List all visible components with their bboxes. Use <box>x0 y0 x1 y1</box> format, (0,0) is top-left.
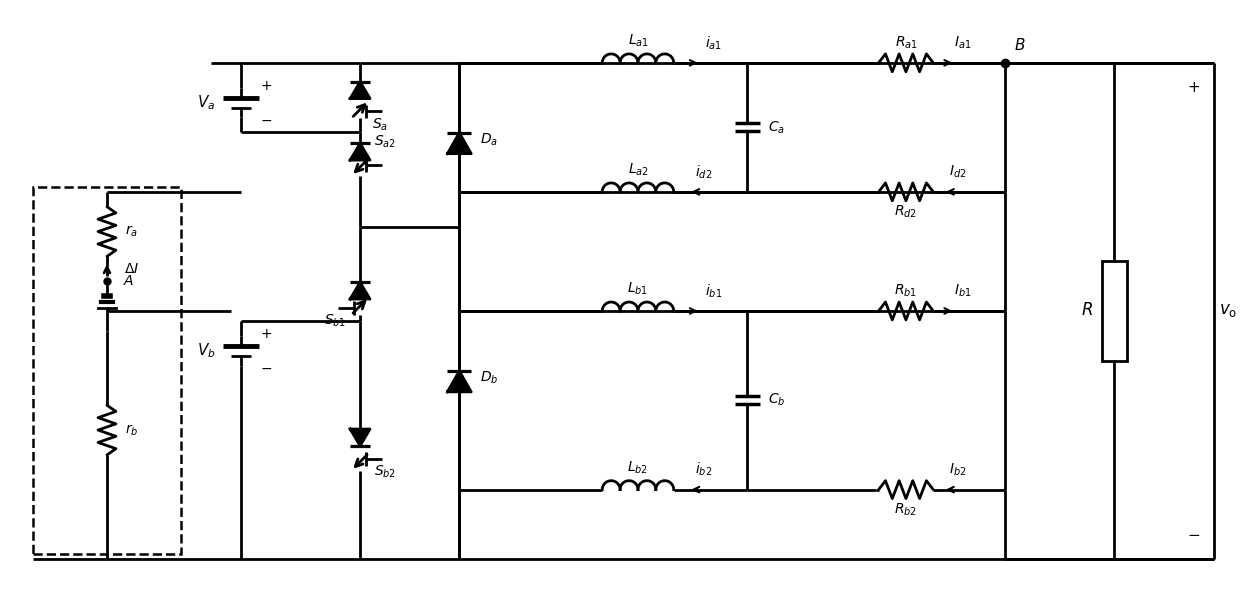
Text: $v_{\rm o}$: $v_{\rm o}$ <box>1219 302 1238 319</box>
Text: $\Delta I$: $\Delta I$ <box>124 263 139 276</box>
Polygon shape <box>350 429 370 446</box>
Text: $I_{a1}$: $I_{a1}$ <box>955 35 972 51</box>
Text: $B$: $B$ <box>1014 37 1025 53</box>
Text: $r_b$: $r_b$ <box>125 422 139 438</box>
Text: $i_{a1}$: $i_{a1}$ <box>704 34 722 51</box>
Text: $r_a$: $r_a$ <box>125 224 139 239</box>
Polygon shape <box>350 143 370 160</box>
Text: $V_b$: $V_b$ <box>197 341 216 360</box>
Text: $S_{b2}$: $S_{b2}$ <box>373 463 396 480</box>
Text: $S_{a2}$: $S_{a2}$ <box>374 134 396 151</box>
Text: $V_a$: $V_a$ <box>197 93 216 112</box>
Text: $L_{b1}$: $L_{b1}$ <box>627 281 649 297</box>
Text: $-$: $-$ <box>1187 528 1200 541</box>
Text: $L_{a2}$: $L_{a2}$ <box>627 162 649 178</box>
Text: $+$: $+$ <box>1187 81 1200 95</box>
Text: $C_b$: $C_b$ <box>769 392 786 408</box>
Text: $-$: $-$ <box>259 360 272 375</box>
Text: $R_{b1}$: $R_{b1}$ <box>894 283 918 299</box>
Text: $I_{b1}$: $I_{b1}$ <box>955 283 972 299</box>
Text: $i_{d2}$: $i_{d2}$ <box>694 163 712 181</box>
Text: $D_b$: $D_b$ <box>480 370 498 386</box>
Text: $-$: $-$ <box>259 113 272 127</box>
Text: $I_{d2}$: $I_{d2}$ <box>950 164 967 180</box>
Polygon shape <box>448 133 471 154</box>
Bar <box>1102 261 1127 360</box>
Text: $S_a$: $S_a$ <box>372 116 388 133</box>
Text: $L_{b2}$: $L_{b2}$ <box>627 460 649 476</box>
Polygon shape <box>350 82 370 99</box>
Text: $+$: $+$ <box>259 327 272 341</box>
Text: $i_{b1}$: $i_{b1}$ <box>704 282 722 300</box>
Polygon shape <box>350 282 370 299</box>
Text: $I_{b2}$: $I_{b2}$ <box>950 461 967 478</box>
Polygon shape <box>448 371 471 392</box>
Text: $i_{b2}$: $i_{b2}$ <box>694 461 712 479</box>
Text: $R_{b2}$: $R_{b2}$ <box>894 501 918 518</box>
Text: $R_{a1}$: $R_{a1}$ <box>894 35 918 51</box>
Text: $A$: $A$ <box>123 274 134 288</box>
Text: $+$: $+$ <box>259 79 272 92</box>
Text: $R_{d2}$: $R_{d2}$ <box>894 204 918 220</box>
Text: $S_{b1}$: $S_{b1}$ <box>324 313 346 329</box>
Text: $R$: $R$ <box>1080 302 1092 319</box>
Text: $C_a$: $C_a$ <box>769 119 785 135</box>
Text: $L_{a1}$: $L_{a1}$ <box>627 33 649 49</box>
Bar <box>32 187 181 554</box>
Text: $D_a$: $D_a$ <box>480 132 498 148</box>
